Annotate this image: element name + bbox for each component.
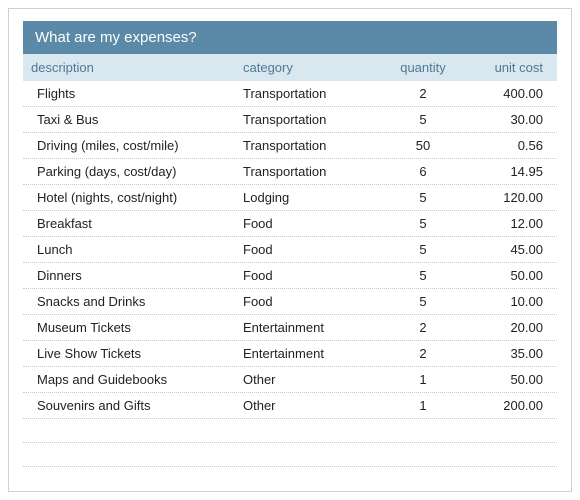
header-quantity: quantity — [383, 60, 463, 75]
cell-description: Hotel (nights, cost/night) — [23, 190, 243, 205]
cell-unit-cost: 35.00 — [463, 346, 551, 361]
header-unit-cost: unit cost — [463, 60, 551, 75]
cell-quantity: 5 — [383, 190, 463, 205]
cell-description: Flights — [23, 86, 243, 101]
cell-description: Lunch — [23, 242, 243, 257]
cell-unit-cost: 50.00 — [463, 268, 551, 283]
table-header-row: description category quantity unit cost — [23, 54, 557, 81]
table-row: LunchFood545.00 — [23, 237, 557, 263]
cell-description: Taxi & Bus — [23, 112, 243, 127]
cell-quantity: 6 — [383, 164, 463, 179]
expense-table-container: What are my expenses? description catego… — [8, 8, 572, 492]
cell-unit-cost: 14.95 — [463, 164, 551, 179]
cell-category: Lodging — [243, 190, 383, 205]
cell-category: Entertainment — [243, 320, 383, 335]
cell-unit-cost: 400.00 — [463, 86, 551, 101]
cell-unit-cost: 200.00 — [463, 398, 551, 413]
cell-unit-cost: 45.00 — [463, 242, 551, 257]
cell-category: Transportation — [243, 86, 383, 101]
cell-quantity: 2 — [383, 346, 463, 361]
table-row: Parking (days, cost/day)Transportation61… — [23, 159, 557, 185]
header-category: category — [243, 60, 383, 75]
header-description: description — [23, 60, 243, 75]
table-row: Taxi & BusTransportation530.00 — [23, 107, 557, 133]
cell-description: Dinners — [23, 268, 243, 283]
cell-quantity: 1 — [383, 398, 463, 413]
table-row: Hotel (nights, cost/night)Lodging5120.00 — [23, 185, 557, 211]
cell-quantity: 5 — [383, 294, 463, 309]
cell-description: Live Show Tickets — [23, 346, 243, 361]
table-row: FlightsTransportation2400.00 — [23, 81, 557, 107]
cell-unit-cost: 50.00 — [463, 372, 551, 387]
table-row: Museum TicketsEntertainment220.00 — [23, 315, 557, 341]
cell-unit-cost: 0.56 — [463, 138, 551, 153]
cell-unit-cost: 10.00 — [463, 294, 551, 309]
table-row: Souvenirs and GiftsOther1200.00 — [23, 393, 557, 419]
cell-description: Snacks and Drinks — [23, 294, 243, 309]
cell-quantity: 2 — [383, 86, 463, 101]
empty-row — [23, 419, 557, 443]
table-row: DinnersFood550.00 — [23, 263, 557, 289]
cell-description: Driving (miles, cost/mile) — [23, 138, 243, 153]
table-row: BreakfastFood512.00 — [23, 211, 557, 237]
empty-row — [23, 443, 557, 467]
cell-unit-cost: 12.00 — [463, 216, 551, 231]
cell-quantity: 5 — [383, 216, 463, 231]
cell-category: Other — [243, 398, 383, 413]
cell-description: Maps and Guidebooks — [23, 372, 243, 387]
cell-unit-cost: 20.00 — [463, 320, 551, 335]
cell-quantity: 5 — [383, 242, 463, 257]
cell-category: Transportation — [243, 138, 383, 153]
table-body: FlightsTransportation2400.00Taxi & BusTr… — [23, 81, 557, 419]
cell-quantity: 5 — [383, 268, 463, 283]
cell-quantity: 50 — [383, 138, 463, 153]
cell-quantity: 5 — [383, 112, 463, 127]
cell-category: Transportation — [243, 112, 383, 127]
cell-category: Food — [243, 294, 383, 309]
cell-category: Other — [243, 372, 383, 387]
cell-description: Breakfast — [23, 216, 243, 231]
cell-description: Souvenirs and Gifts — [23, 398, 243, 413]
cell-quantity: 1 — [383, 372, 463, 387]
table-row: Maps and GuidebooksOther150.00 — [23, 367, 557, 393]
cell-quantity: 2 — [383, 320, 463, 335]
cell-category: Transportation — [243, 164, 383, 179]
cell-category: Food — [243, 242, 383, 257]
cell-description: Museum Tickets — [23, 320, 243, 335]
cell-category: Entertainment — [243, 346, 383, 361]
table-title: What are my expenses? — [23, 21, 557, 54]
cell-unit-cost: 120.00 — [463, 190, 551, 205]
table-row: Snacks and DrinksFood510.00 — [23, 289, 557, 315]
table-row: Live Show TicketsEntertainment235.00 — [23, 341, 557, 367]
cell-unit-cost: 30.00 — [463, 112, 551, 127]
cell-category: Food — [243, 216, 383, 231]
cell-description: Parking (days, cost/day) — [23, 164, 243, 179]
cell-category: Food — [243, 268, 383, 283]
empty-rows — [23, 419, 557, 467]
table-row: Driving (miles, cost/mile)Transportation… — [23, 133, 557, 159]
